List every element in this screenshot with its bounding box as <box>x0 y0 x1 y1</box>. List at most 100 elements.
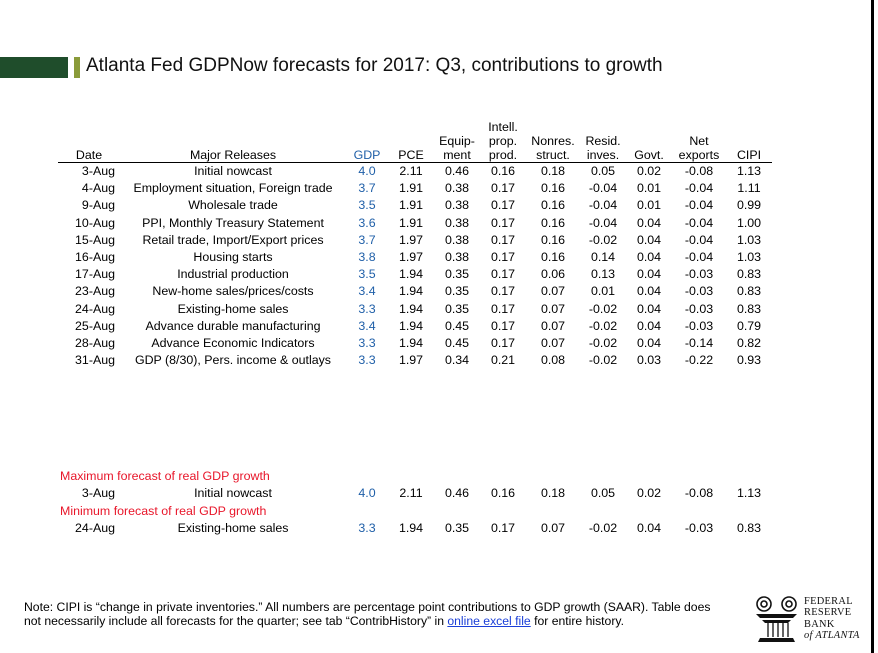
cell-nonres-struct: 0.07 <box>540 521 566 535</box>
cell-net-exports: -0.14 <box>684 336 714 351</box>
table-row: 24-Aug Existing-home sales 3.3 1.94 0.35 0.17… <box>58 301 772 318</box>
cell-release: GDP (8/30), Pers. income & outlays <box>134 353 332 368</box>
cell-intell-prop: 0.17 <box>490 318 516 333</box>
cell-govt: 0.02 <box>636 486 662 500</box>
cell-net-exports: -0.03 <box>684 318 714 333</box>
logo-line-federal: FEDERAL <box>804 596 853 607</box>
cell-net-exports: -0.04 <box>684 181 714 196</box>
cell-govt: 0.04 <box>636 336 662 351</box>
online-excel-file-link[interactable]: online excel file <box>447 614 531 628</box>
cell-pce: 1.91 <box>398 198 424 213</box>
header-equipment-line2: ment <box>443 148 471 162</box>
header-gdp: GDP <box>353 148 381 162</box>
cell-nonres-struct: 0.07 <box>540 301 566 316</box>
cell-release: PPI, Monthly Treasury Statement <box>142 215 324 230</box>
header-pce: PCE <box>398 148 424 162</box>
cell-cipi: 0.83 <box>736 267 762 282</box>
cell-govt: 0.04 <box>636 215 662 230</box>
cell-gdp: 4.0 <box>358 164 376 178</box>
cell-equipment: 0.38 <box>444 181 470 196</box>
cell-resid-inves: 0.14 <box>590 250 616 265</box>
cell-intell-prop: 0.16 <box>490 164 516 178</box>
cell-gdp: 3.3 <box>358 353 376 368</box>
cell-equipment: 0.34 <box>444 353 470 368</box>
header-date: Date <box>75 148 103 162</box>
cell-intell-prop: 0.21 <box>490 353 516 368</box>
header-intell-line3: prod. <box>488 148 518 162</box>
cell-cipi: 0.83 <box>736 301 762 316</box>
cell-govt: 0.04 <box>636 267 662 282</box>
logo-line-reserve: RESERVE <box>804 607 852 619</box>
cell-date: 24-Aug <box>75 301 115 316</box>
cell-net-exports: -0.04 <box>684 250 714 265</box>
cell-date: 16-Aug <box>75 250 115 265</box>
cell-gdp: 3.7 <box>358 232 376 247</box>
cell-release: Advance durable manufacturing <box>145 318 321 333</box>
cell-gdp: 3.3 <box>358 301 376 316</box>
cell-pce: 1.94 <box>398 267 424 282</box>
cell-intell-prop: 0.16 <box>490 486 516 500</box>
cell-govt: 0.04 <box>636 250 662 265</box>
footnote-text-end: for entire history. <box>530 614 624 628</box>
logo-line-bank: BANK <box>804 618 835 630</box>
cell-govt: 0.04 <box>636 318 662 333</box>
cell-release: Existing-home sales <box>177 301 289 316</box>
cell-release: Initial nowcast <box>194 164 272 178</box>
cell-release: Wholesale trade <box>188 198 278 213</box>
table-row: 4-Aug Employment situation, Foreign trade… <box>58 180 772 197</box>
cell-govt: 0.03 <box>636 353 662 368</box>
cell-nonres-struct: 0.07 <box>540 336 566 351</box>
cell-date: 10-Aug <box>75 215 115 230</box>
header-nonres-line2: struct. <box>536 148 570 162</box>
header-equipment-line1: Equip- <box>439 134 475 148</box>
title-bar-dark <box>0 57 68 78</box>
cell-equipment: 0.46 <box>444 164 470 178</box>
header-resid-line1: Resid. <box>585 134 621 148</box>
cell-gdp: 3.5 <box>358 198 376 213</box>
cell-net-exports: -0.04 <box>684 198 714 213</box>
table-row: 9-Aug Wholesale trade 3.5 1.91 0.38 0.17 0.16 -… <box>58 197 772 214</box>
cell-release: Employment situation, Foreign trade <box>133 181 333 196</box>
cell-equipment: 0.45 <box>444 318 470 333</box>
cell-date: 3-Aug <box>81 486 115 500</box>
cell-release: Retail trade, Import/Export prices <box>142 232 324 247</box>
cell-release: Industrial production <box>177 267 289 282</box>
cell-cipi: 0.83 <box>736 521 762 535</box>
page-title: Atlanta Fed GDPNow forecasts for 2017: Q… <box>86 55 663 76</box>
cell-pce: 1.94 <box>398 521 424 535</box>
cell-nonres-struct: 0.16 <box>540 232 566 247</box>
table-header-row: Date Major Releases GDP PCE Equip- ment … <box>58 120 772 163</box>
footnote: Note: CIPI is “change in private invento… <box>24 600 724 628</box>
cell-nonres-struct: 0.08 <box>540 353 566 368</box>
header-residential-investment: Resid. inves. <box>580 120 626 163</box>
cell-date: 28-Aug <box>75 336 115 351</box>
cell-pce: 1.94 <box>398 318 424 333</box>
cell-net-exports: -0.03 <box>684 301 714 316</box>
cell-gdp: 3.7 <box>358 181 376 196</box>
cell-date: 15-Aug <box>75 232 115 247</box>
header-intellectual-property: Intell. prop. prod. <box>480 120 526 163</box>
cell-cipi: 1.13 <box>736 164 762 178</box>
cell-net-exports: -0.04 <box>684 232 714 247</box>
table-row: 25-Aug Advance durable manufacturing 3.4 1.… <box>58 318 772 335</box>
logo-line-of-atlanta: of ATLANTA <box>804 630 860 642</box>
cell-nonres-struct: 0.16 <box>540 250 566 265</box>
header-government: Govt. <box>634 148 664 162</box>
cell-gdp: 3.3 <box>358 521 376 535</box>
cell-intell-prop: 0.17 <box>490 267 516 282</box>
cell-govt: 0.01 <box>636 181 662 196</box>
eagle-seal-icon <box>756 596 797 642</box>
cell-nonres-struct: 0.18 <box>540 486 566 500</box>
table-row: 10-Aug PPI, Monthly Treasury Statement 3.6… <box>58 215 772 232</box>
cell-pce: 1.94 <box>398 284 424 299</box>
footnote-text-start: Note: CIPI is “change in private invento… <box>24 600 711 628</box>
cell-cipi: 0.99 <box>736 198 762 213</box>
cell-equipment: 0.35 <box>444 267 470 282</box>
table-row: 15-Aug Retail trade, Import/Export prices… <box>58 232 772 249</box>
cell-pce: 1.91 <box>398 215 424 230</box>
cell-resid-inves: -0.02 <box>588 232 618 247</box>
cell-intell-prop: 0.17 <box>490 521 516 535</box>
cell-intell-prop: 0.17 <box>490 181 516 196</box>
cell-gdp: 3.4 <box>358 284 376 299</box>
cell-equipment: 0.38 <box>444 232 470 247</box>
